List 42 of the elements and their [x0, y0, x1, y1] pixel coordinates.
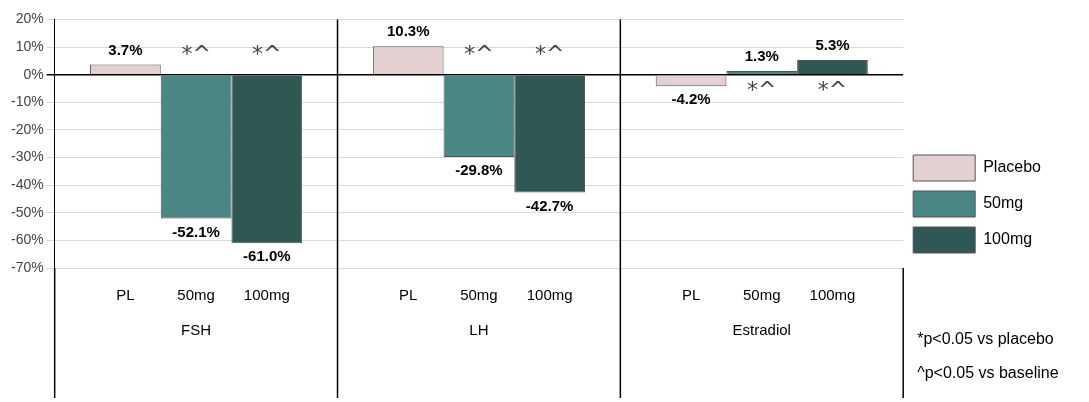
data-label: 3.7% — [108, 40, 143, 58]
data-label: 5.3% — [815, 36, 850, 54]
y-tick-label: 10% — [15, 37, 44, 54]
text: 100mg — [526, 286, 573, 304]
legend-label: Placebo — [983, 158, 1042, 176]
x-tick-label: Estradiol — [732, 321, 791, 339]
annotation: *^ — [817, 76, 848, 102]
data-label: -4.2% — [671, 90, 711, 108]
data-label: -42.7% — [525, 196, 574, 214]
y-tick-label: -10% — [11, 93, 44, 110]
data-label: 1.3% — [744, 47, 779, 65]
legend-label: 50mg — [983, 194, 1024, 212]
annotation: *^ — [747, 76, 777, 102]
text: 100mg — [809, 286, 856, 304]
text: 50mg — [177, 286, 215, 304]
text: 50mg — [743, 286, 781, 304]
annotation: *^ — [252, 41, 282, 67]
text: *p<0.05 vs placebo — [917, 330, 1054, 348]
data-label: -29.8% — [455, 161, 503, 179]
annotation: *^ — [181, 41, 211, 67]
y-tick-label: -40% — [11, 175, 44, 192]
text: PL — [399, 286, 418, 304]
legend-label: 100mg — [983, 230, 1033, 248]
data-label: -61.0% — [243, 247, 291, 265]
text: PL — [681, 286, 701, 304]
text: ^p<0.05 vs baseline — [917, 364, 1059, 382]
text: PL — [116, 286, 135, 304]
data-label: 10.3% — [386, 22, 430, 40]
text: 50mg — [460, 286, 498, 304]
data-label: -52.1% — [172, 222, 220, 240]
y-tick-label: -60% — [11, 231, 44, 248]
annotation: *^ — [464, 41, 494, 67]
y-tick-label: 20% — [15, 10, 44, 27]
y-tick-label: -20% — [11, 120, 44, 137]
y-tick-label: 0% — [23, 65, 44, 82]
y-tick-label: -70% — [11, 258, 44, 275]
text: 100mg — [243, 286, 290, 304]
x-tick-label: LH — [469, 321, 489, 339]
annotation: *^ — [534, 41, 565, 67]
y-tick-label: -30% — [11, 148, 44, 165]
x-tick-label: FSH — [181, 321, 212, 339]
y-tick-label: -50% — [11, 203, 44, 220]
